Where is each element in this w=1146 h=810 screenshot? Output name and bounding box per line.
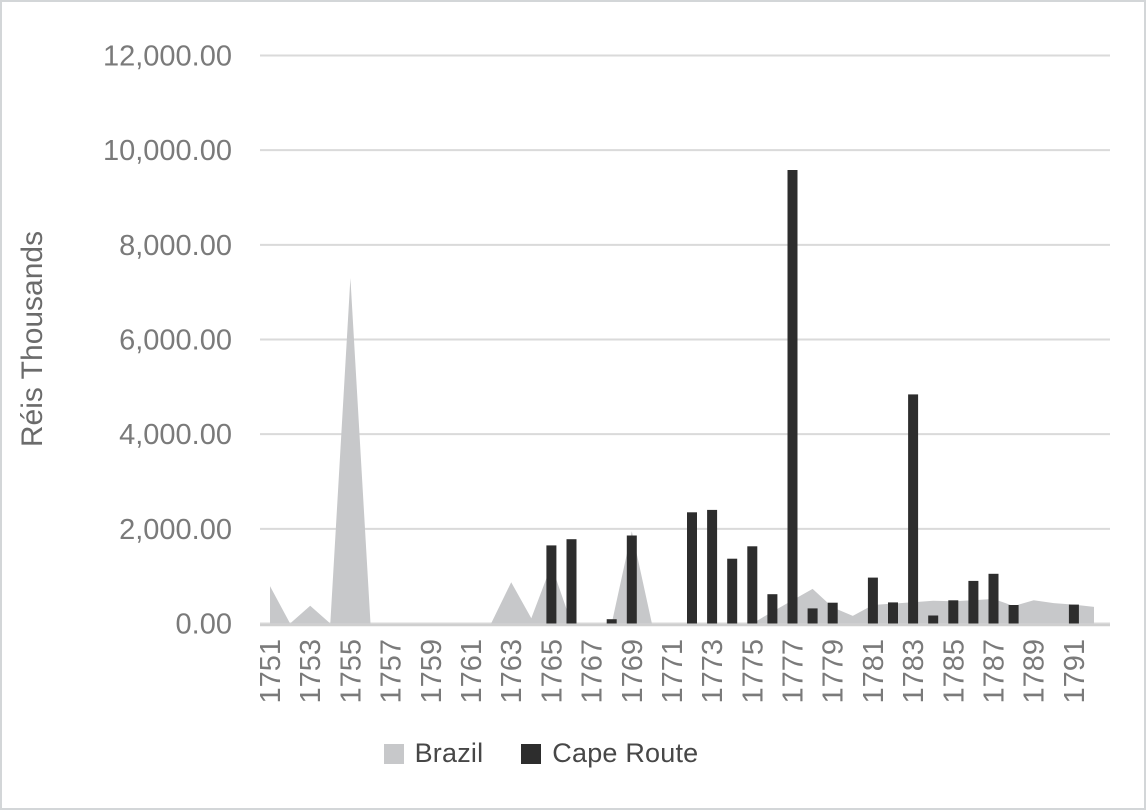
x-tick-label: 1777: [778, 639, 810, 704]
cape-route-bar: [727, 558, 738, 624]
x-tick-label: 1765: [536, 639, 568, 704]
cape-route-bar: [948, 600, 959, 624]
cape-route-bar: [787, 170, 798, 624]
legend-label-brazil: Brazil: [414, 738, 484, 768]
y-tick-label: 10,000.00: [103, 135, 232, 167]
cape-route-bar: [767, 594, 778, 624]
cape-route-bar: [988, 573, 999, 624]
cape-route-bar: [807, 608, 818, 624]
x-tick-label: 1781: [858, 639, 890, 704]
x-tick-label: 1763: [496, 639, 528, 704]
y-axis-title: Réis Thousands: [16, 231, 49, 447]
y-tick-label: 12,000.00: [103, 41, 232, 73]
cape-route-bar: [606, 619, 617, 624]
x-tick-label: 1767: [577, 639, 609, 704]
x-tick-label: 1755: [335, 639, 367, 704]
x-tick-label: 1759: [416, 639, 448, 704]
x-tick-label: 1753: [295, 639, 327, 704]
y-tick-label: 4,000.00: [119, 419, 232, 451]
cape-route-bar: [867, 577, 878, 624]
x-tick-label: 1771: [657, 639, 689, 704]
cape-route-bar: [928, 615, 939, 624]
x-tick-label: 1787: [978, 639, 1010, 704]
y-tick-label: 2,000.00: [119, 514, 232, 546]
y-tick-label: 8,000.00: [119, 230, 232, 262]
y-tick-label: 6,000.00: [119, 325, 232, 357]
brazil-area-series: [270, 278, 1094, 624]
cape-route-bar: [1068, 604, 1079, 624]
x-tick-label: 1761: [456, 639, 488, 704]
cape-route-bar: [546, 545, 557, 624]
cape-route-bar: [566, 539, 577, 624]
legend-swatch-brazil: [383, 743, 404, 764]
cape-route-bar: [747, 546, 758, 624]
x-tick-label: 1779: [818, 639, 850, 704]
x-tick-label: 1757: [376, 639, 408, 704]
legend: Brazil Cape Route: [2, 738, 1080, 769]
legend-swatch-cape-route: [521, 743, 542, 764]
legend-label-cape-route: Cape Route: [552, 738, 699, 768]
cape-route-bar: [626, 535, 637, 624]
cape-route-bar: [687, 512, 697, 624]
cape-route-bar: [888, 602, 898, 624]
cape-route-bar: [707, 509, 718, 624]
x-tick-label: 1751: [255, 639, 287, 704]
cape-route-bar: [968, 580, 979, 624]
y-tick-label: 0.00: [176, 609, 232, 641]
cape-route-bar: [1008, 605, 1019, 624]
cape-route-bar: [908, 394, 919, 624]
x-tick-label: 1789: [1019, 639, 1051, 704]
legend-item-brazil: Brazil: [383, 738, 484, 769]
legend-item-cape-route: Cape Route: [521, 738, 698, 769]
x-tick-label: 1769: [617, 639, 649, 704]
x-tick-label: 1773: [697, 639, 729, 704]
x-tick-label: 1783: [898, 639, 930, 704]
x-tick-label: 1791: [1059, 639, 1091, 704]
x-tick-label: 1785: [938, 639, 970, 704]
x-tick-label: 1775: [737, 639, 769, 704]
cape-route-bar: [827, 602, 838, 624]
